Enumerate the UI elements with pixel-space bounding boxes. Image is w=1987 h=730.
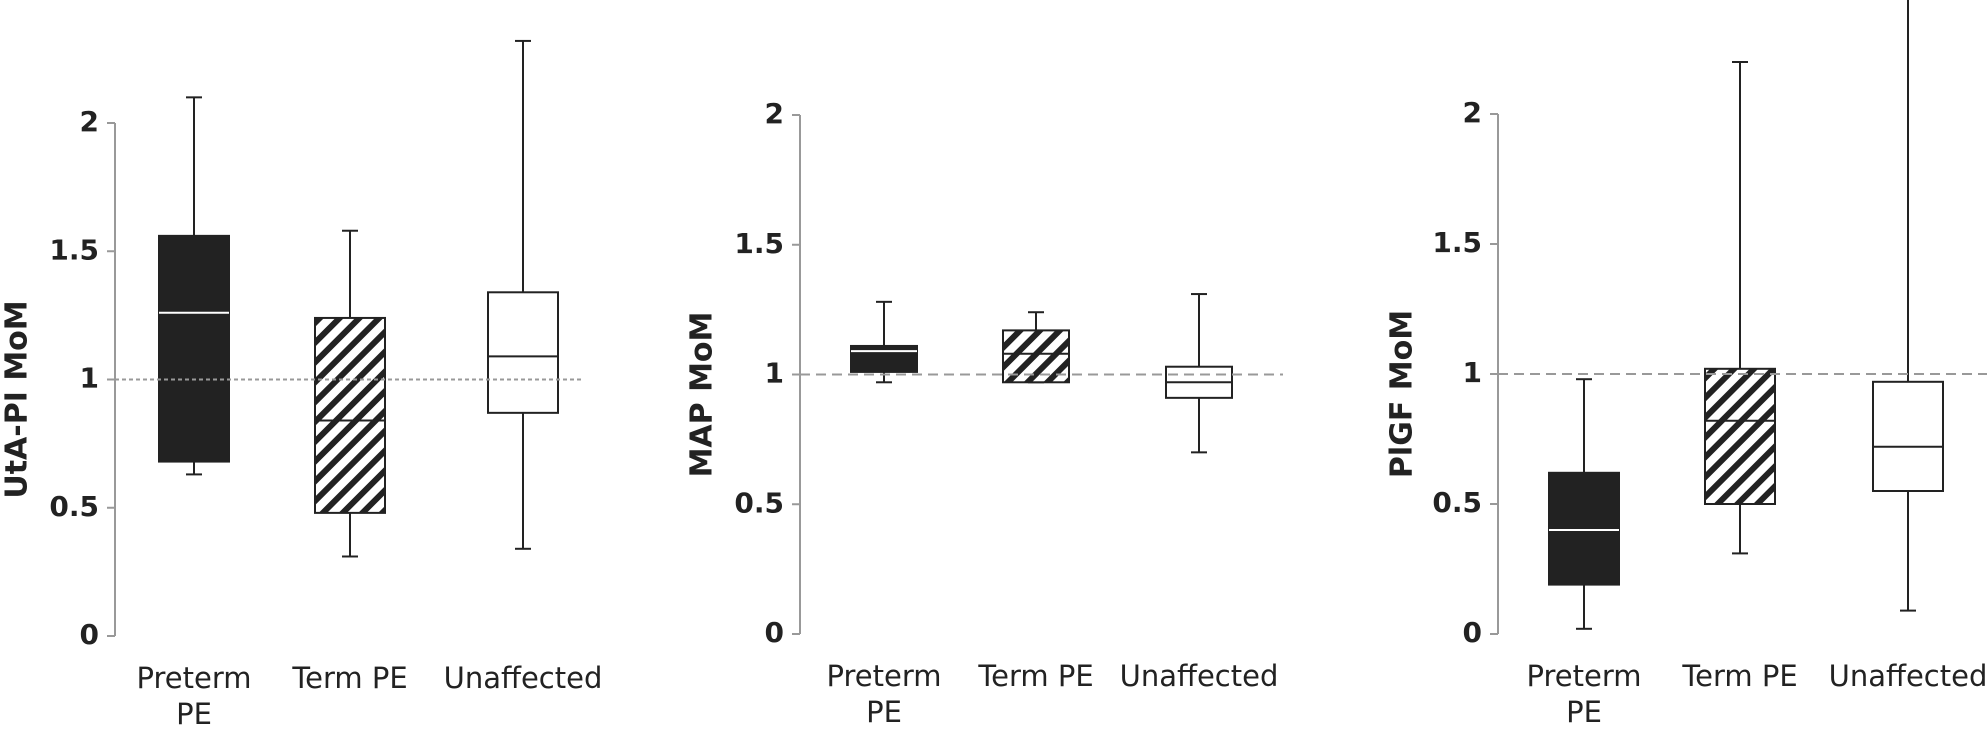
y-tick-label: 0 — [765, 616, 784, 649]
x-tick-label: Unaffected — [1828, 659, 1987, 693]
y-tick-label: 0 — [1463, 616, 1482, 649]
y-tick-label: 2 — [765, 97, 784, 130]
box — [487, 291, 559, 414]
box — [1872, 380, 1944, 492]
y-axis-label: UtA-PI MoM — [0, 300, 35, 498]
x-tick-label: Term PE — [1682, 659, 1798, 693]
x-tick-label: Unaffected — [1119, 659, 1279, 693]
x-tick-label: Unaffected — [443, 661, 603, 695]
y-tick-label: 0.5 — [49, 490, 99, 523]
y-axis-label: PlGF MoM — [1385, 310, 1420, 478]
y-tick-label: 0.5 — [1432, 486, 1482, 519]
x-tick-label: Term PE — [292, 661, 408, 695]
y-tick-label: 2 — [80, 105, 99, 138]
box — [1548, 471, 1620, 586]
y-tick-label: 1.5 — [49, 233, 99, 266]
y-tick-label: 2 — [1463, 96, 1482, 129]
box — [850, 344, 918, 373]
y-tick-label: 1 — [765, 357, 784, 390]
y-tick-label: 0 — [80, 618, 99, 651]
y-tick-label: 1 — [1463, 356, 1482, 389]
x-tick-label: Preterm PE — [1526, 659, 1642, 729]
y-tick-label: 1.5 — [734, 227, 784, 260]
box — [314, 316, 386, 514]
x-tick-label: Term PE — [978, 659, 1094, 693]
box — [1704, 367, 1776, 505]
x-tick-label: Preterm PE — [826, 659, 942, 729]
y-tick-label: 1.5 — [1432, 226, 1482, 259]
y-tick-label: 1 — [80, 362, 99, 395]
y-tick-label: 0.5 — [734, 486, 784, 519]
x-tick-label: Preterm PE — [136, 661, 252, 730]
box — [158, 234, 230, 463]
y-axis-label: MAP MoM — [685, 312, 720, 478]
